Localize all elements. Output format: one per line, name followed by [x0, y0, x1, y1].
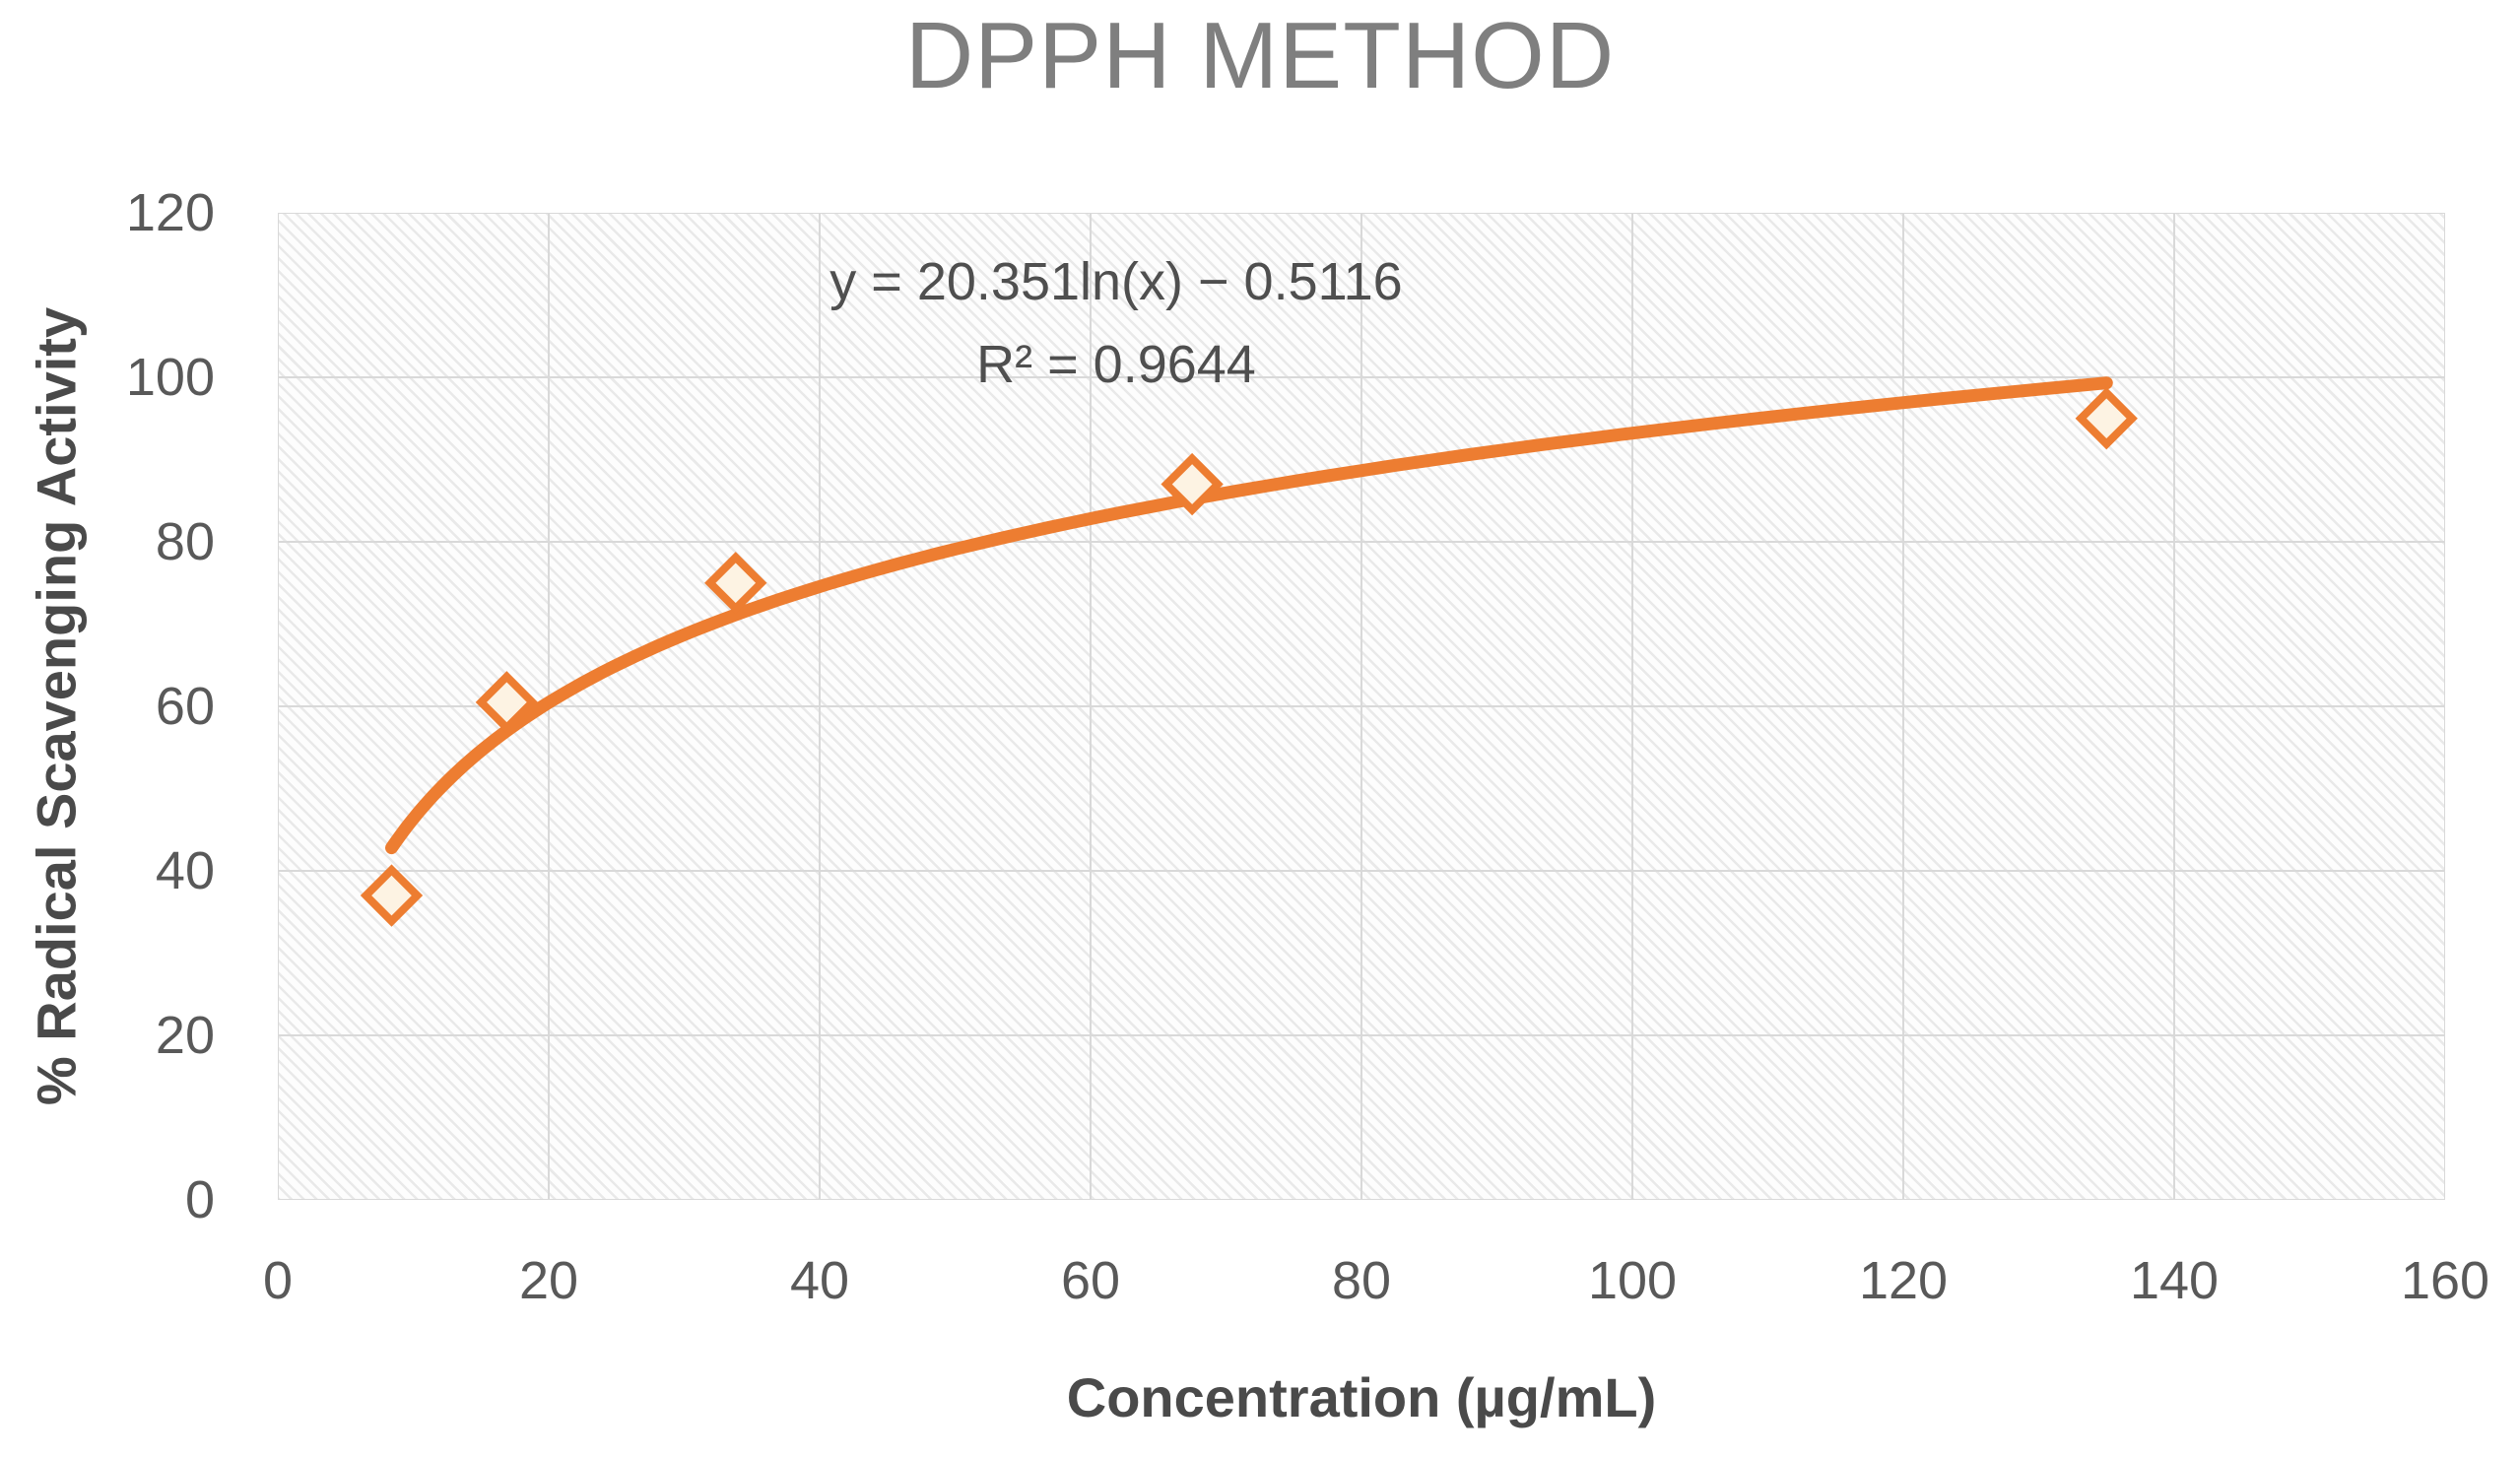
trendline-annotation: y = 20.351ln(x) − 0.5116 R² = 0.9644: [829, 240, 1402, 406]
trendline-equation-label: y = 20.351ln(x) − 0.5116: [829, 252, 1403, 311]
data-point-marker: [1161, 452, 1224, 516]
x-tick-label: 0: [262, 1251, 294, 1310]
y-tick-label: 120: [125, 183, 215, 242]
x-tick-label: 140: [2129, 1251, 2220, 1310]
y-tick-label: 0: [184, 1170, 215, 1229]
x-tick-label: 20: [518, 1251, 579, 1310]
y-tick-label: 60: [155, 677, 215, 736]
y-tick-label: 80: [155, 512, 215, 571]
data-point-marker: [2075, 387, 2138, 450]
y-tick-label: 40: [155, 841, 215, 900]
plot-canvas: [278, 213, 2445, 1200]
data-point-marker: [475, 671, 539, 734]
data-point-marker: [360, 864, 424, 927]
x-tick-label: 120: [1858, 1251, 1949, 1310]
plot-area: [278, 213, 2445, 1200]
r-squared-label: R² = 0.9644: [976, 335, 1256, 394]
x-tick-label: 80: [1331, 1251, 1392, 1310]
x-tick-label: 40: [789, 1251, 850, 1310]
y-axis-title: % Radical Scavenging Activity: [25, 306, 88, 1106]
chart-title: DPPH METHOD: [904, 3, 1616, 108]
x-tick-label: 100: [1587, 1251, 1678, 1310]
y-tick-label: 100: [125, 348, 215, 407]
x-axis-title: Concentration (µg/mL): [1066, 1366, 1657, 1428]
x-tick-label: 60: [1060, 1251, 1121, 1310]
y-tick-label: 20: [155, 1006, 215, 1065]
x-tick-label: 160: [2400, 1251, 2490, 1310]
data-point-marker: [704, 552, 767, 615]
trendline-path: [385, 376, 2113, 855]
